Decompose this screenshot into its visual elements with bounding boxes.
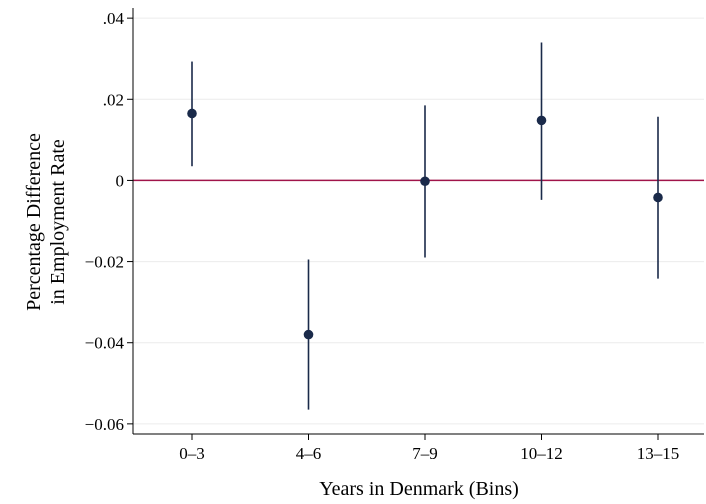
data-marks	[187, 42, 663, 410]
y-tick-label: 0	[116, 171, 125, 190]
y-tick-label: .04	[103, 9, 125, 28]
y-tick-label: −0.02	[85, 253, 124, 272]
y-axis-title-line-1: Percentage Difference	[23, 133, 45, 311]
x-tick-label: 10–12	[520, 444, 563, 463]
grid-lines	[133, 17, 704, 425]
y-tick-label: −0.06	[85, 415, 124, 434]
data-point	[653, 192, 663, 203]
x-tick-label: 0–3	[179, 444, 205, 463]
data-point	[303, 329, 314, 340]
data-point	[187, 108, 197, 119]
y-tick-label: .02	[103, 90, 124, 109]
x-axis-title: Years in Denmark (Bins)	[319, 478, 519, 500]
y-axis-ticks: .04 .02 0 −0.02 −0.04 −0.06	[85, 9, 133, 434]
x-axis-ticks: 0–3 4–6 7–9 10–12 13–15	[179, 434, 679, 463]
x-tick-label: 7–9	[412, 444, 438, 463]
x-tick-label: 13–15	[637, 444, 680, 463]
x-tick-label: 4–6	[296, 444, 322, 463]
y-tick-label: −0.04	[85, 334, 125, 353]
y-axis-title-line-2: in Employment Rate	[47, 139, 69, 305]
data-point	[536, 115, 547, 126]
data-point	[420, 176, 430, 187]
axes	[132, 8, 704, 435]
